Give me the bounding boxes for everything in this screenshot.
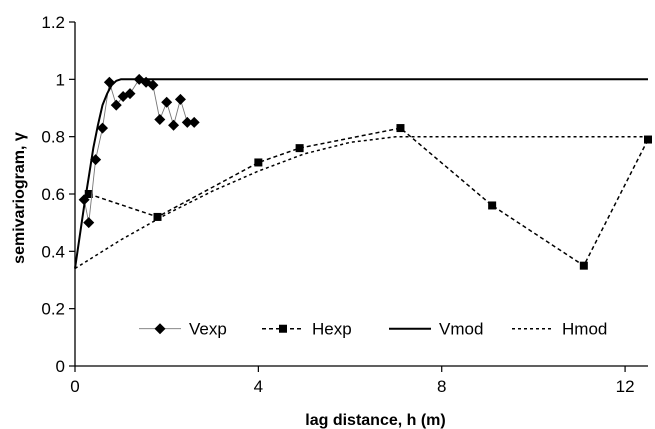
series-vmod-line — [74, 78, 648, 269]
hexp-square-point — [153, 212, 162, 221]
series-vexp — [78, 73, 200, 229]
y-tick-label: 1 — [56, 70, 65, 89]
legend-label-hexp: Hexp — [312, 320, 352, 339]
vexp-diamond-point — [97, 122, 109, 134]
hexp-square-point — [295, 144, 304, 153]
series-vmod — [74, 78, 648, 269]
y-tick-label: 0.8 — [41, 128, 65, 147]
vexp-diamond-point — [154, 113, 166, 125]
legend-label-vmod: Vmod — [439, 320, 483, 339]
y-tick-label: 0.2 — [41, 300, 65, 319]
x-tick-label: 0 — [70, 377, 79, 396]
x-tick-label: 12 — [616, 377, 635, 396]
legend-vexp-diamond-point — [154, 323, 166, 335]
vexp-diamond-point — [174, 93, 186, 105]
vexp-diamond-point — [124, 88, 136, 100]
legend-label-hmod: Hmod — [562, 320, 607, 339]
series-hexp-line — [88, 127, 649, 267]
legend-item-vmod: Vmod — [389, 320, 483, 339]
axes-layer: 0 0.2 0.4 0.6 0.8 1 1.2 0 4 8 12 — [41, 13, 648, 396]
vexp-diamond-point — [83, 217, 95, 229]
x-axis-label: lag distance, h (m) — [305, 412, 445, 429]
vexp-diamond-point — [181, 116, 193, 128]
series-layer — [74, 73, 652, 270]
hexp-square-point — [396, 124, 405, 133]
series-hmod — [74, 135, 648, 270]
legend-item-hmod: Hmod — [512, 320, 607, 339]
y-tick-label: 0.6 — [41, 185, 65, 204]
legend-label-vexp: Vexp — [189, 320, 227, 339]
legend-hexp-square-point — [279, 324, 287, 333]
y-axis-label: semivariogram, γ — [11, 132, 28, 264]
y-tick-label: 0.4 — [41, 242, 65, 261]
x-tick-label: 8 — [437, 377, 446, 396]
x-tick-label: 4 — [254, 377, 263, 396]
hexp-square-point — [84, 190, 93, 198]
legend-item-hexp: Hexp — [262, 320, 352, 339]
hexp-square-point — [644, 135, 652, 144]
vexp-diamond-point — [147, 79, 159, 91]
vexp-diamond-point — [161, 96, 173, 108]
vexp-diamond-point — [188, 116, 200, 128]
hexp-square-point — [488, 201, 497, 210]
hexp-square-point — [254, 158, 263, 167]
legend: Vexp Hexp Vmod Hmod — [139, 320, 607, 339]
y-tick-label: 1.2 — [41, 13, 65, 32]
series-hmod-line — [74, 135, 648, 270]
vexp-diamond-point — [168, 119, 180, 131]
vexp-diamond-point — [103, 76, 115, 88]
legend-item-vexp: Vexp — [139, 320, 227, 339]
series-hexp — [84, 124, 652, 270]
hexp-square-point — [579, 261, 588, 270]
vexp-diamond-point — [110, 99, 122, 111]
y-tick-label: 0 — [56, 357, 65, 376]
